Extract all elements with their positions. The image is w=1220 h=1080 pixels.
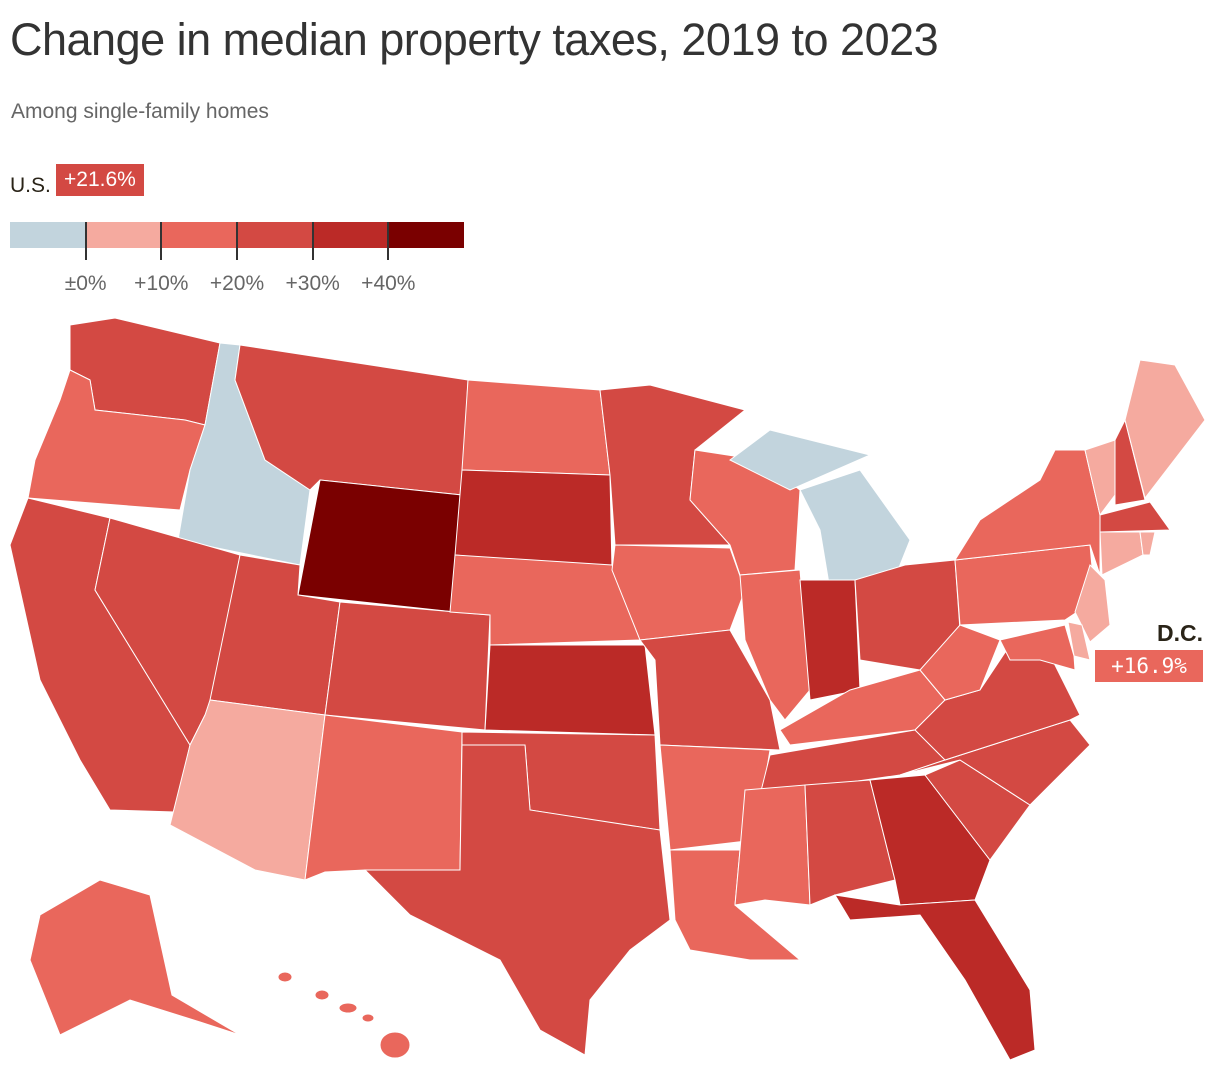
- state-hi: [277, 971, 293, 983]
- state-co: [324, 601, 491, 731]
- state-ct: [1099, 531, 1144, 576]
- state-ak: [29, 879, 241, 1036]
- state-nm: [304, 714, 463, 881]
- state-il: [739, 569, 811, 721]
- legend-swatch-5: [388, 222, 465, 248]
- state-nd: [461, 379, 611, 476]
- state-ri: [1139, 531, 1156, 556]
- us-value-badge: +21.6%: [56, 164, 144, 196]
- legend-tick: [84, 222, 87, 260]
- state-fl: [834, 894, 1036, 1061]
- legend-swatch-1: [85, 222, 162, 248]
- legend-tick-label: +10%: [134, 272, 189, 295]
- chart-subtitle: Among single-family homes: [11, 100, 269, 123]
- state-md: [999, 624, 1076, 671]
- state-me: [1124, 359, 1206, 500]
- legend-tick-label: +20%: [209, 272, 265, 295]
- chart-title: Change in median property taxes, 2019 to…: [10, 14, 939, 65]
- color-legend: [10, 222, 465, 248]
- state-mi: [729, 429, 872, 491]
- state-nj: [1074, 564, 1111, 643]
- state-ks: [484, 644, 656, 736]
- legend-tick-label: +30%: [285, 272, 340, 295]
- state-wy: [297, 479, 463, 613]
- legend-swatch-4: [312, 222, 389, 248]
- legend-tick-label: +40%: [361, 272, 416, 295]
- legend-tick: [236, 222, 238, 260]
- state-hi: [314, 989, 330, 1001]
- dc-value-badge: +16.9%: [1095, 650, 1203, 682]
- state-ma: [1099, 501, 1171, 533]
- state-al: [804, 779, 896, 906]
- state-de: [1067, 621, 1091, 661]
- state-sd: [454, 469, 613, 571]
- legend-tick: [160, 222, 163, 260]
- legend-swatch-0: [10, 222, 86, 248]
- legend-tick: [311, 222, 314, 260]
- dc-label: D.C.: [1157, 620, 1203, 646]
- state-tx: [363, 744, 671, 1056]
- us-label: U.S.: [10, 174, 51, 197]
- state-mo: [639, 629, 781, 751]
- state-in: [799, 579, 861, 701]
- legend-tick: [387, 222, 390, 260]
- legend-swatch-2: [161, 222, 238, 248]
- state-ms: [734, 784, 811, 906]
- state-hi: [379, 1031, 411, 1059]
- state-nh: [1114, 418, 1146, 506]
- state-wv: [919, 624, 1001, 701]
- legend-tick-label: ±0%: [64, 272, 107, 295]
- legend-swatch-3: [237, 222, 313, 248]
- state-hi: [338, 1002, 358, 1014]
- state-hi: [361, 1013, 375, 1023]
